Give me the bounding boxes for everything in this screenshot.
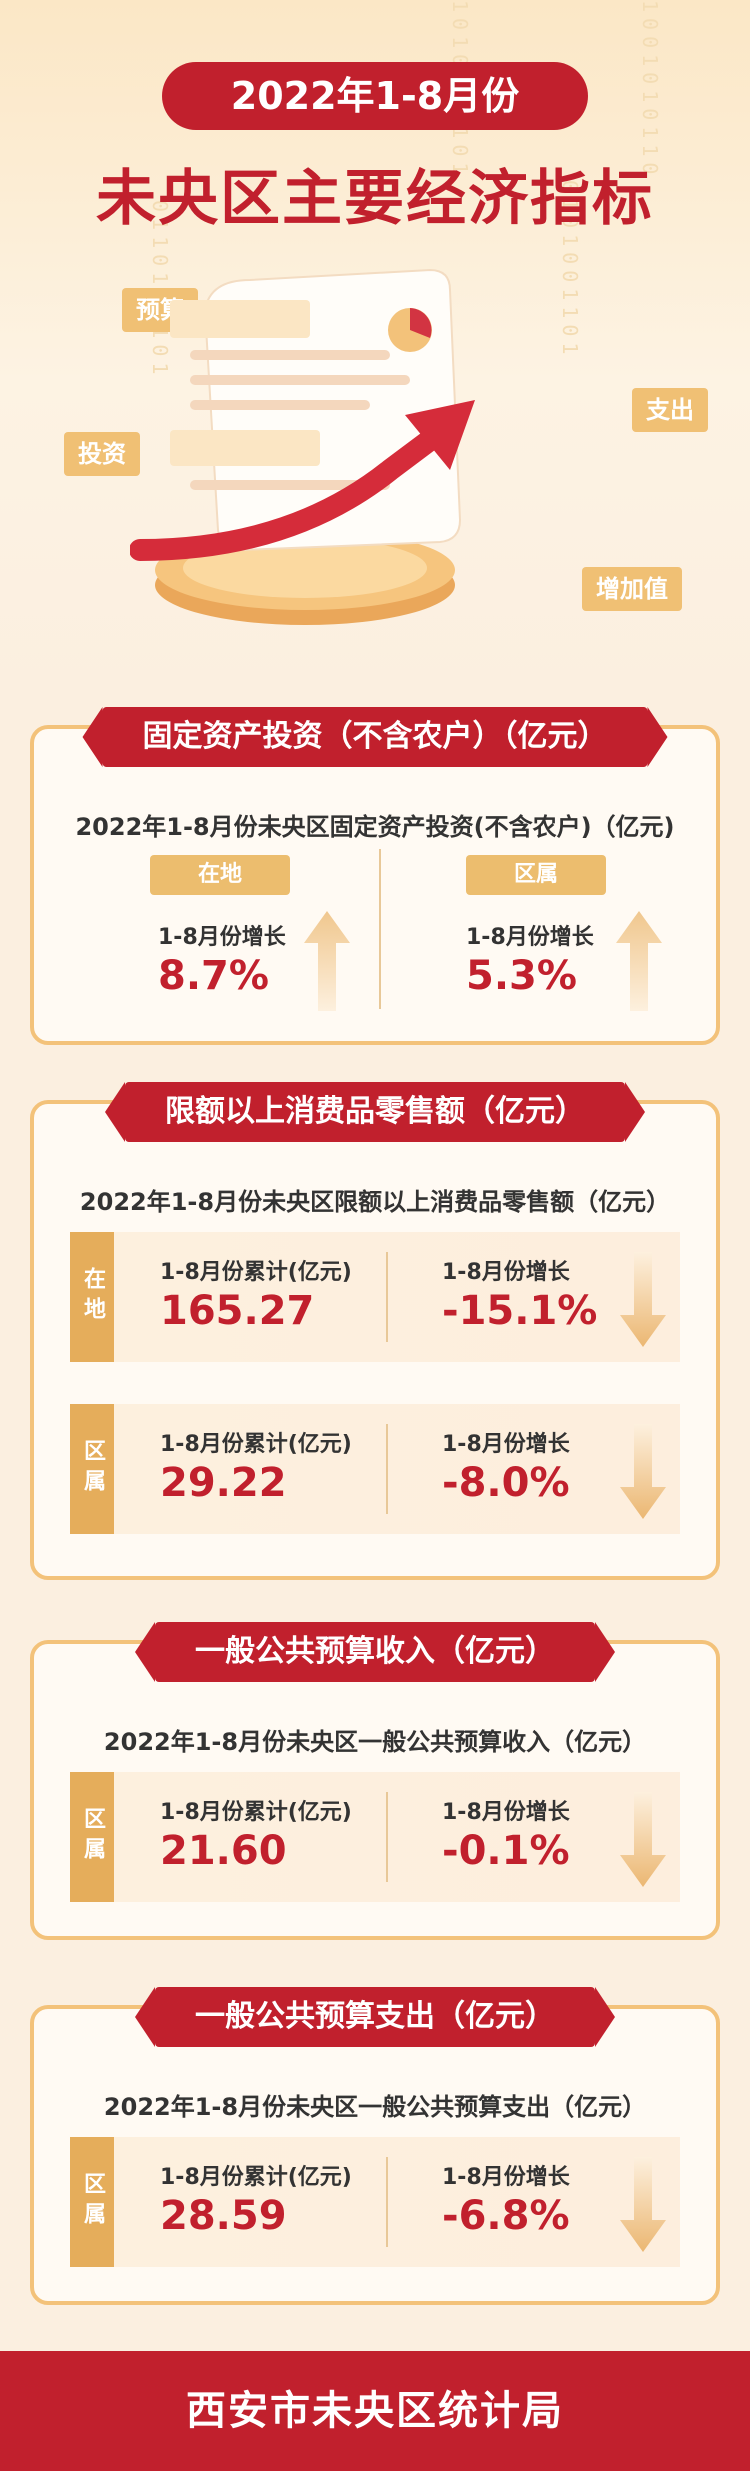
section-heading: 限额以上消费品零售额（亿元） [105,1082,645,1142]
tag-value-added: 增加值 [582,567,682,611]
row-tag: 区属 [70,1772,114,1902]
row-tag: 区属 [70,2137,114,2267]
divider [379,849,381,1009]
tag-district: 区属 [466,855,606,895]
decorative-digits: 0101001101 [558,180,582,361]
section-public-budget-revenue: 一般公共预算收入（亿元） 2022年1-8月份未央区一般公共预算收入（亿元） 区… [30,1622,720,1940]
growth-value: -0.1% [442,1828,570,1874]
total-label: 1-8月份累计(亿元) [160,2165,352,2190]
tag-local: 在地 [150,855,290,895]
arrow-down-icon [620,1424,666,1519]
section-fixed-asset-investment: 固定资产投资（不含农户）（亿元） 2022年1-8月份未央区固定资产投资(不含农… [30,707,720,1045]
growth-label: 1-8月份增长 [466,925,594,950]
section-subtitle: 2022年1-8月份未央区一般公共预算支出（亿元） [103,2093,647,2121]
arrow-up-icon [616,911,662,1011]
growth-value: 5.3% [466,953,577,999]
growth-label: 1-8月份增长 [442,2165,570,2190]
total-value: 165.27 [160,1288,315,1334]
data-row: 区属 1-8月份累计(亿元) 29.22 1-8月份增长 -8.0% [70,1404,680,1534]
total-label: 1-8月份累计(亿元) [160,1432,352,1457]
growth-label: 1-8月份增长 [442,1432,570,1457]
section-retail-sales: 限额以上消费品零售额（亿元） 2022年1-8月份未央区限额以上消费品零售额（亿… [30,1082,720,1580]
arrow-down-icon [620,1252,666,1347]
growth-value: -8.0% [442,1460,570,1506]
section-public-budget-expenditure: 一般公共预算支出（亿元） 2022年1-8月份未央区一般公共预算支出（亿元） 区… [30,1987,720,2305]
divider [386,1252,388,1342]
data-row: 区属 1-8月份累计(亿元) 21.60 1-8月份增长 -0.1% [70,1772,680,1902]
total-label: 1-8月份累计(亿元) [160,1260,352,1285]
growth-label: 1-8月份增长 [158,925,286,950]
divider [386,1424,388,1514]
date-pill: 2022年1-8月份 [162,62,588,130]
growth-value: 8.7% [158,953,269,999]
arrow-down-icon [620,2157,666,2252]
row-tag: 在地 [70,1232,114,1362]
section-subtitle: 2022年1-8月份未央区固定资产投资(不含农户)（亿元) [75,813,675,841]
tag-investment: 投资 [64,432,140,476]
page-title: 未央区主要经济指标 [96,164,654,234]
total-value: 28.59 [160,2193,287,2239]
growth-value: -15.1% [442,1288,598,1334]
decorative-digits: 1001010110 [638,0,662,181]
arrow-down-icon [620,1792,666,1887]
footer-organization: 西安市未央区统计局 [0,2351,750,2471]
growth-label: 1-8月份增长 [442,1800,570,1825]
divider [386,2157,388,2247]
row-tag: 区属 [70,1404,114,1534]
tag-expenditure: 支出 [632,388,708,432]
total-value: 29.22 [160,1460,287,1506]
hero-banner: 1010100101 0101001101 1001010110 0110100… [0,0,750,690]
data-row: 区属 1-8月份累计(亿元) 28.59 1-8月份增长 -6.8% [70,2137,680,2267]
growth-label: 1-8月份增长 [442,1260,570,1285]
divider [386,1792,388,1882]
section-subtitle: 2022年1-8月份未央区一般公共预算收入（亿元） [103,1728,647,1756]
section-heading: 固定资产投资（不含农户）（亿元） [82,707,668,767]
section-subtitle: 2022年1-8月份未央区限额以上消费品零售额（亿元） [79,1188,671,1216]
section-heading: 一般公共预算支出（亿元） [135,1987,615,2047]
data-row: 在地 1-8月份累计(亿元) 165.27 1-8月份增长 -15.1% [70,1232,680,1362]
total-value: 21.60 [160,1828,287,1874]
growth-value: -6.8% [442,2193,570,2239]
arrow-up-icon [304,911,350,1011]
total-label: 1-8月份累计(亿元) [160,1800,352,1825]
document-illustration [130,268,475,625]
section-heading: 一般公共预算收入（亿元） [135,1622,615,1682]
